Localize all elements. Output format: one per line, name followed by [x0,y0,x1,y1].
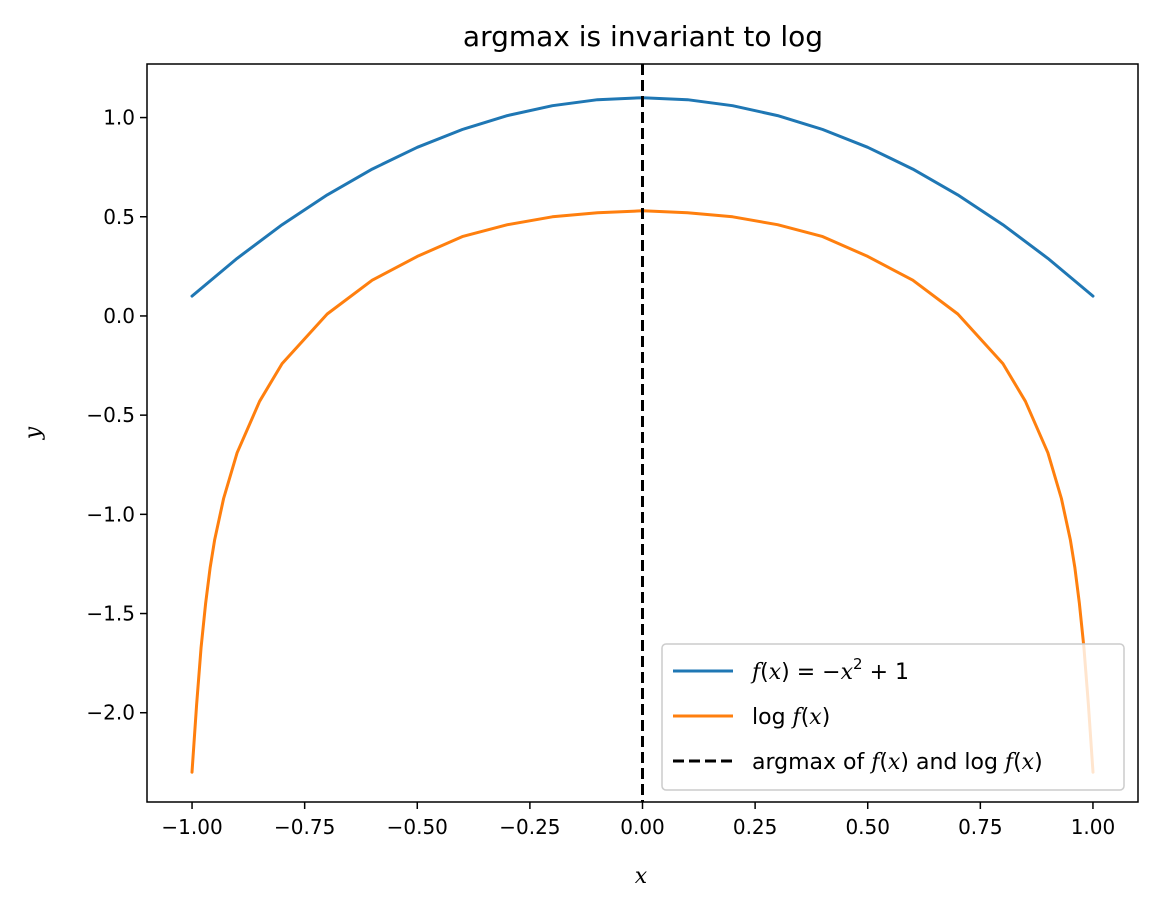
x-tick-label: 0.25 [733,815,778,839]
legend-label-argmax: argmax of f(x) and log f(x) [752,750,1043,775]
y-tick-label: 0.0 [103,304,135,328]
legend: f(x) = −x2 + 1 log f(x) argmax of f(x) a… [661,643,1125,791]
x-tick-label: 0.75 [958,815,1003,839]
legend-label-f: f(x) = −x2 + 1 [750,655,909,685]
chart-title: argmax is invariant to log [463,20,823,53]
x-tick-label: −0.50 [387,815,448,839]
y-tick-label: 0.5 [103,205,135,229]
y-tick-label: −1.5 [86,602,135,626]
x-tick-label: 0.00 [620,815,665,839]
y-axis-ticks: −2.0 −1.5 −1.0 −0.5 0.0 0.5 1.0 [86,106,147,725]
x-tick-label: −0.75 [274,815,335,839]
y-axis-label: y [21,426,46,440]
x-tick-label: −0.25 [499,815,560,839]
legend-label-logf: log f(x) [752,705,830,730]
y-tick-label: −2.0 [86,701,135,725]
x-tick-label: 0.50 [845,815,890,839]
y-tick-label: −0.5 [86,403,135,427]
legend-box [661,643,1125,791]
y-tick-label: −1.0 [86,502,135,526]
y-tick-label: 1.0 [103,106,135,130]
x-tick-label: −1.00 [161,815,222,839]
x-tick-label: 1.00 [1071,815,1116,839]
x-axis-ticks: −1.00 −0.75 −0.50 −0.25 0.00 0.25 0.50 0.75 1.00 [161,802,1115,839]
x-axis-label: x [635,864,648,889]
